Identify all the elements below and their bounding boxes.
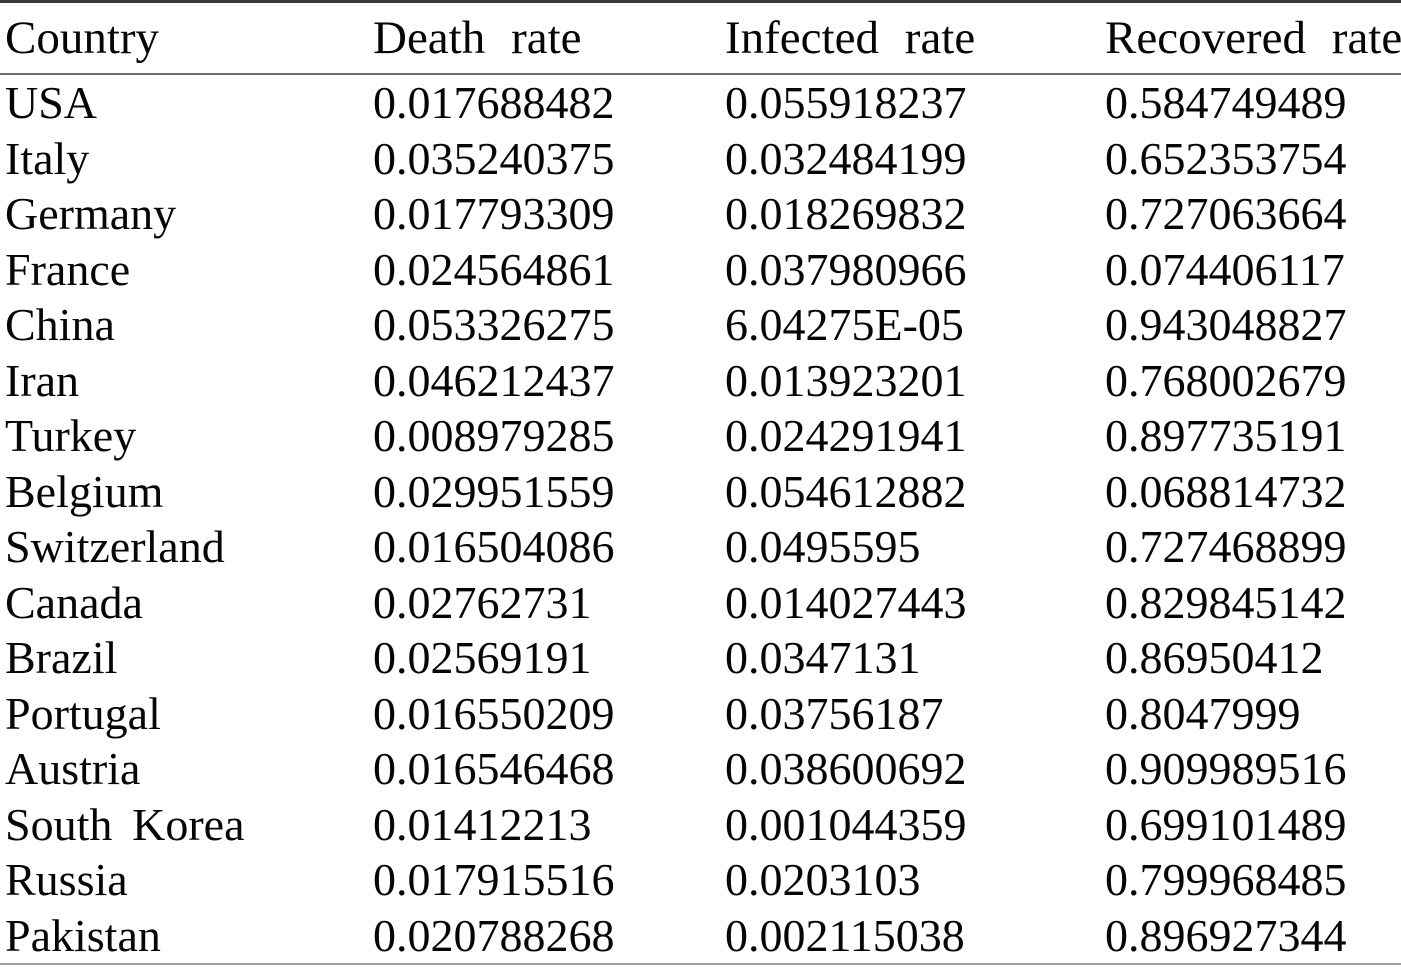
column-header-infected-rate: Infected rate [725, 12, 976, 64]
infected-rate-cell: 6.04275E-05 [725, 299, 964, 350]
recovered-rate-cell: 0.652353754 [1105, 132, 1347, 184]
country-cell: Canada [5, 576, 143, 628]
table-row: Portugal 0.016550209 0.03756187 0.8047999 [0, 686, 1401, 742]
recovered-rate-cell: 0.727468899 [1105, 521, 1347, 572]
death-rate-cell: 0.016550209 [373, 687, 615, 739]
table-row: Austria 0.016546468 0.038600692 0.909989516 [0, 741, 1401, 797]
death-rate-cell: 0.017793309 [373, 188, 615, 239]
country-cell: USA [5, 77, 98, 128]
country-cell: South Korea [5, 798, 245, 850]
country-cell: Austria [5, 743, 141, 794]
death-rate-cell: 0.017915516 [373, 854, 615, 905]
table-row: South Korea 0.01412213 0.001044359 0.699101… [0, 797, 1401, 853]
infected-rate-cell: 0.055918237 [725, 77, 967, 128]
death-rate-cell: 0.035240375 [373, 132, 615, 184]
death-rate-cell: 0.024564861 [373, 243, 615, 295]
country-cell: Pakistan [5, 909, 161, 961]
table-row: Russia 0.017915516 0.0203103 0.799968485 [0, 852, 1401, 908]
column-header-recovered-rate: Recovered rate [1105, 12, 1401, 64]
country-cell: Turkey [5, 410, 137, 461]
recovered-rate-cell: 0.829845142 [1105, 576, 1347, 628]
recovered-rate-cell: 0.068814732 [1105, 465, 1347, 517]
recovered-rate-cell: 0.768002679 [1105, 354, 1347, 406]
table-row: Pakistan 0.020788268 0.002115038 0.89692734… [0, 908, 1401, 965]
country-cell: Brazil [5, 632, 118, 683]
country-cell: Switzerland [5, 521, 225, 572]
death-rate-cell: 0.017688482 [373, 77, 615, 128]
recovered-rate-cell: 0.699101489 [1105, 798, 1347, 850]
infected-rate-cell: 0.0347131 [725, 632, 921, 683]
recovered-rate-cell: 0.074406117 [1105, 243, 1345, 295]
infected-rate-cell: 0.03756187 [725, 687, 944, 739]
country-cell: Iran [5, 354, 80, 406]
country-cell: Italy [5, 132, 90, 184]
table-row: Turkey 0.008979285 0.024291941 0.897735191 [0, 408, 1401, 464]
table-row: Brazil 0.02569191 0.0347131 0.86950412 [0, 630, 1401, 686]
table-row: Italy 0.035240375 0.032484199 0.652353754 [0, 131, 1401, 187]
death-rate-cell: 0.020788268 [373, 909, 615, 961]
recovered-rate-cell: 0.943048827 [1105, 299, 1347, 350]
recovered-rate-cell: 0.727063664 [1105, 188, 1347, 239]
table-row: Switzerland 0.016504086 0.0495595 0.7274688… [0, 519, 1401, 575]
column-header-death-rate: Death rate [373, 12, 582, 64]
infected-rate-cell: 0.002115038 [725, 909, 965, 961]
table-row: France 0.024564861 0.037980966 0.074406117 [0, 242, 1401, 298]
country-cell: Germany [5, 188, 177, 239]
country-cell: China [5, 299, 115, 350]
infected-rate-cell: 0.024291941 [725, 410, 967, 461]
recovered-rate-cell: 0.584749489 [1105, 77, 1347, 128]
country-cell: Russia [5, 854, 128, 905]
recovered-rate-cell: 0.896927344 [1105, 909, 1347, 961]
infected-rate-cell: 0.013923201 [725, 354, 967, 406]
recovered-rate-cell: 0.909989516 [1105, 743, 1347, 794]
recovered-rate-cell: 0.897735191 [1105, 410, 1347, 461]
column-header-country: Country [5, 12, 160, 64]
death-rate-cell: 0.01412213 [373, 798, 592, 850]
infected-rate-cell: 0.018269832 [725, 188, 967, 239]
table-row: Canada 0.02762731 0.014027443 0.829845142 [0, 575, 1401, 631]
table-row: Belgium 0.029951559 0.054612882 0.068814732 [0, 464, 1401, 520]
infected-rate-cell: 0.038600692 [725, 743, 967, 794]
country-cell: Portugal [5, 687, 161, 739]
table-row: Iran 0.046212437 0.013923201 0.768002679 [0, 353, 1401, 409]
death-rate-cell: 0.016504086 [373, 521, 615, 572]
table-row: China 0.053326275 6.04275E-05 0.943048827 [0, 297, 1401, 353]
death-rate-cell: 0.02569191 [373, 632, 592, 683]
recovered-rate-cell: 0.86950412 [1105, 632, 1324, 683]
infected-rate-cell: 0.014027443 [725, 576, 967, 628]
death-rate-cell: 0.029951559 [373, 465, 615, 517]
infected-rate-cell: 0.0203103 [725, 854, 921, 905]
table-body: USA 0.017688482 0.055918237 0.584749489 Ital… [0, 74, 1401, 964]
recovered-rate-cell: 0.799968485 [1105, 854, 1347, 905]
infected-rate-cell: 0.0495595 [725, 521, 921, 572]
death-rate-cell: 0.046212437 [373, 354, 615, 406]
recovered-rate-cell: 0.8047999 [1105, 687, 1301, 739]
table-row: Germany 0.017793309 0.018269832 0.727063664 [0, 186, 1401, 242]
infected-rate-cell: 0.032484199 [725, 132, 967, 184]
table-header-row: Country Death rate Infected rate Recover… [0, 2, 1401, 74]
death-rate-cell: 0.016546468 [373, 743, 615, 794]
death-rate-cell: 0.053326275 [373, 299, 615, 350]
infected-rate-cell: 0.001044359 [725, 798, 967, 850]
table-row: USA 0.017688482 0.055918237 0.584749489 [0, 74, 1401, 131]
death-rate-cell: 0.008979285 [373, 410, 615, 461]
death-rate-cell: 0.02762731 [373, 576, 592, 628]
infected-rate-cell: 0.037980966 [725, 243, 967, 295]
country-cell: France [5, 243, 131, 295]
country-cell: Belgium [5, 465, 164, 517]
infected-rate-cell: 0.054612882 [725, 465, 967, 517]
